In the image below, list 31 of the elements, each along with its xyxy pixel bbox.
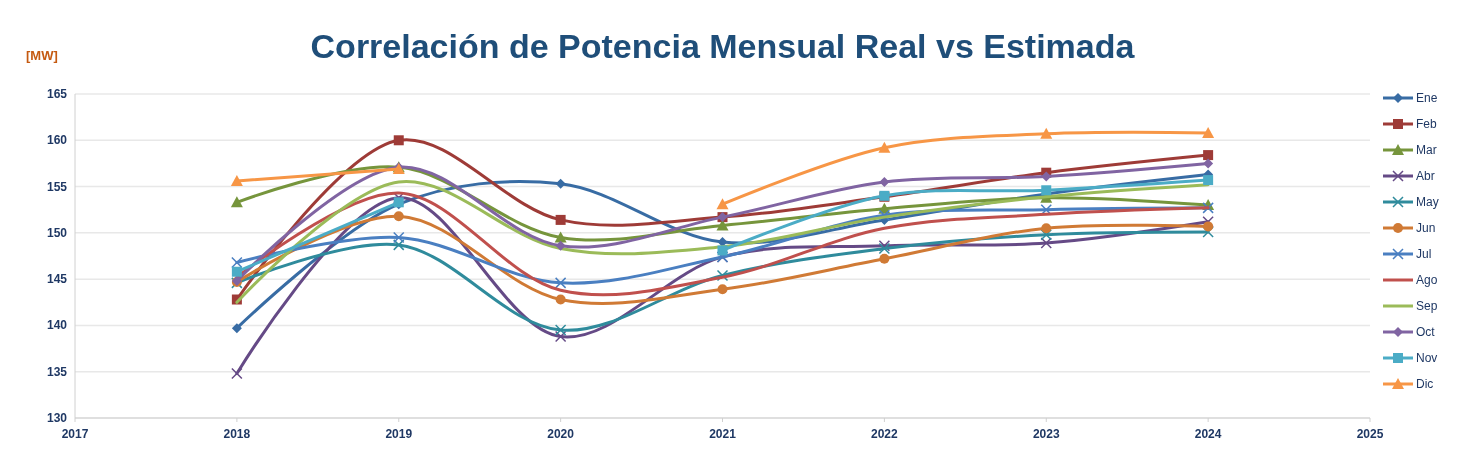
legend-label: Jul	[1416, 247, 1432, 261]
legend-label: Mar	[1416, 143, 1437, 157]
y-tick-label: 140	[46, 318, 68, 333]
x-tick-label: 2021	[709, 427, 737, 441]
x-tick-label: 2022	[871, 427, 899, 441]
legend-label: Ene	[1416, 91, 1438, 105]
y-tick-label: 160	[46, 133, 68, 148]
legend-label: Oct	[1416, 325, 1436, 339]
x-tick-label: 2025	[1356, 427, 1384, 441]
y-axis-title: [MW]	[26, 48, 58, 63]
x-tick-label: 2018	[223, 427, 251, 441]
legend-label: Abr	[1416, 169, 1435, 183]
x-tick-label: 2024	[1194, 427, 1222, 441]
legend-label: May	[1416, 195, 1439, 209]
x-tick-label: 2019	[385, 427, 413, 441]
y-tick-label: 135	[46, 364, 68, 379]
legend-label: Jun	[1416, 221, 1436, 235]
legend-label: Sep	[1416, 299, 1438, 313]
legend-label: Feb	[1416, 117, 1437, 131]
x-tick-label: 2020	[547, 427, 575, 441]
x-tick-label: 2023	[1032, 427, 1060, 441]
y-tick-label: 145	[46, 272, 68, 287]
x-tick-label: 2017	[61, 427, 89, 441]
y-tick-label: 150	[46, 225, 68, 240]
chart-title: Correlación de Potencia Mensual Real vs Estimada	[310, 27, 1136, 65]
legend-label: Nov	[1416, 351, 1438, 365]
legend-label: Dic	[1416, 377, 1434, 391]
y-tick-label: 165	[46, 87, 68, 101]
legend-label: Ago	[1416, 273, 1438, 287]
y-tick-label: 130	[46, 411, 68, 425]
y-tick-label: 155	[46, 179, 68, 194]
